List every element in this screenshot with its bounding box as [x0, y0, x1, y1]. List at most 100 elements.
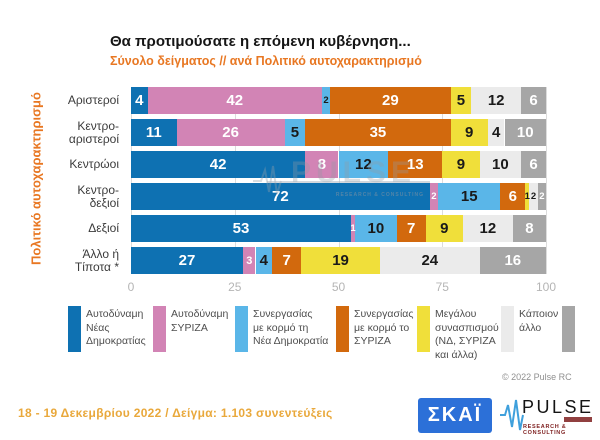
bar-segment: 2: [429, 183, 439, 210]
bar-segment: 3: [243, 247, 256, 274]
bar-segment: 6: [500, 183, 526, 210]
bar-value: 12: [487, 92, 505, 109]
bar-value: 1: [350, 223, 356, 234]
bar-value: 42: [226, 92, 244, 109]
bar-value: 9: [465, 124, 474, 141]
bar-value: 2: [530, 191, 537, 202]
bar-value: 10: [516, 124, 534, 141]
bar-segment: 12: [338, 151, 389, 178]
bar-segment: 11: [131, 119, 177, 146]
bar-value: 42: [209, 156, 227, 173]
bar-value: 10: [492, 156, 509, 173]
bar-value: 2: [431, 191, 437, 202]
bar-segment: 2: [537, 183, 546, 210]
gridline-100: [546, 87, 547, 274]
bar-segment: 12: [463, 215, 513, 242]
bar-row: 27 3 4 7 19 24 16: [131, 247, 546, 274]
bar-value: 8: [317, 156, 327, 173]
bar-segment: 7: [396, 215, 426, 242]
bar-value: 2: [323, 95, 329, 106]
bar-segment: 2: [321, 87, 331, 114]
chart-subtitle: Σύνολο δείγματος // ανά Πολιτικό αυτοχαρ…: [110, 54, 422, 68]
bar-value: 1: [524, 191, 530, 202]
bar-value: 6: [508, 188, 517, 205]
bar-value: 13: [406, 156, 424, 173]
bar-segment: 8: [512, 215, 546, 242]
legend-swatch: [153, 306, 166, 352]
legend-swatch: [235, 306, 248, 352]
bar-segment: 27: [131, 247, 244, 274]
bar-value: 4: [259, 252, 268, 269]
pulse-waveform-icon: [500, 399, 524, 431]
legend-label: Αυτοδύναμη Νέας Δημοκρατίας: [86, 308, 146, 347]
bar-value: 12: [355, 156, 372, 173]
x-tick-label-50: 50: [331, 280, 346, 294]
bar-value: 11: [145, 124, 162, 141]
x-tick-label-100: 100: [535, 280, 557, 294]
gridline-0: [131, 87, 132, 274]
bar-row: 53 1 10 7 9 12 8: [131, 215, 546, 242]
bar-value: 53: [232, 220, 250, 237]
copyright: © 2022 Pulse RC: [502, 372, 572, 382]
legend-label: Συνεργασίας με κορμό τη Νέα Δημοκρατία: [253, 308, 329, 347]
bar-segment: 4: [255, 247, 273, 274]
bar-value: 19: [332, 252, 349, 269]
bar-segment: 35: [305, 119, 451, 146]
bar-segment: 1: [524, 183, 530, 210]
gridline-25: [234, 87, 236, 274]
gridline-75: [442, 87, 444, 274]
legend-swatch: [417, 306, 430, 352]
pulse-fineprint: [564, 417, 592, 422]
bar-segment: 16: [479, 247, 546, 274]
category-label: Κεντρο- αριστεροί: [68, 118, 119, 146]
bar-value: 9: [456, 156, 466, 173]
bar-value: 6: [529, 156, 538, 173]
bar-segment: 9: [425, 215, 463, 242]
gridline-50: [338, 87, 340, 274]
legend-label: Κάποιον άλλο: [519, 308, 559, 334]
bar-segment: 9: [450, 119, 488, 146]
bar-segment: 1: [350, 215, 356, 242]
bar-segment: 4: [131, 87, 148, 114]
bar-segment: 53: [131, 215, 351, 242]
skai-logo-text: ΣΚΑΪ: [427, 404, 483, 426]
bar-segment: 10: [479, 151, 522, 178]
bar-value: 7: [282, 252, 291, 269]
skai-logo: ΣΚΑΪ: [418, 398, 492, 433]
bar-value: 7: [406, 220, 416, 237]
category-label: Κεντρώοι: [69, 157, 119, 171]
bar-segment: 10: [504, 119, 546, 146]
plot-area: 4 42 2 29 5 12 6 11 26 5 35 9 4 10 42 8 12 13 9 10 6 72 2 15 6 1 2…: [131, 87, 547, 274]
bar-segment: 42: [147, 87, 322, 114]
bar-segment: 9: [442, 151, 480, 178]
category-label: Άλλο ή Τίποτα *: [74, 246, 119, 274]
bar-segment: 6: [521, 151, 546, 178]
bar-value: 29: [382, 92, 399, 109]
bar-segment: 13: [388, 151, 443, 178]
bar-value: 9: [440, 220, 449, 237]
x-tick-label-25: 25: [228, 280, 242, 294]
bar-value: 12: [479, 220, 497, 237]
category-label: Δεξιοί: [88, 221, 119, 235]
bar-row: 4 42 2 29 5 12 6: [131, 87, 546, 114]
bar-row: 11 26 5 35 9 4 10: [131, 119, 546, 146]
bar-value: 27: [178, 252, 196, 269]
category-label: Κεντρο- δεξιοί: [77, 182, 119, 210]
bar-value: 4: [135, 92, 144, 109]
bar-value: 72: [272, 188, 289, 205]
pulse-logo-subtext: RESEARCH & CONSULTING: [523, 424, 567, 436]
bar-segment: 2: [529, 183, 538, 210]
pulse-logo-text: PULSE: [522, 397, 594, 417]
bar-segment: 19: [301, 247, 380, 274]
legend-swatch: [336, 306, 349, 352]
bar-segment: 10: [355, 215, 397, 242]
legend-swatch: [501, 306, 514, 352]
bar-row: 72 2 15 6 1 2 2: [131, 183, 546, 210]
bar-value: 5: [456, 92, 466, 109]
bar-segment: 4: [487, 119, 505, 146]
legend-label: Συνεργασίας με κορμό το ΣΥΡΙΖΑ: [354, 308, 414, 347]
bar-segment: 7: [272, 247, 302, 274]
bar-segment: 42: [131, 151, 306, 178]
bar-row: 42 8 12 13 9 10 6: [131, 151, 546, 178]
